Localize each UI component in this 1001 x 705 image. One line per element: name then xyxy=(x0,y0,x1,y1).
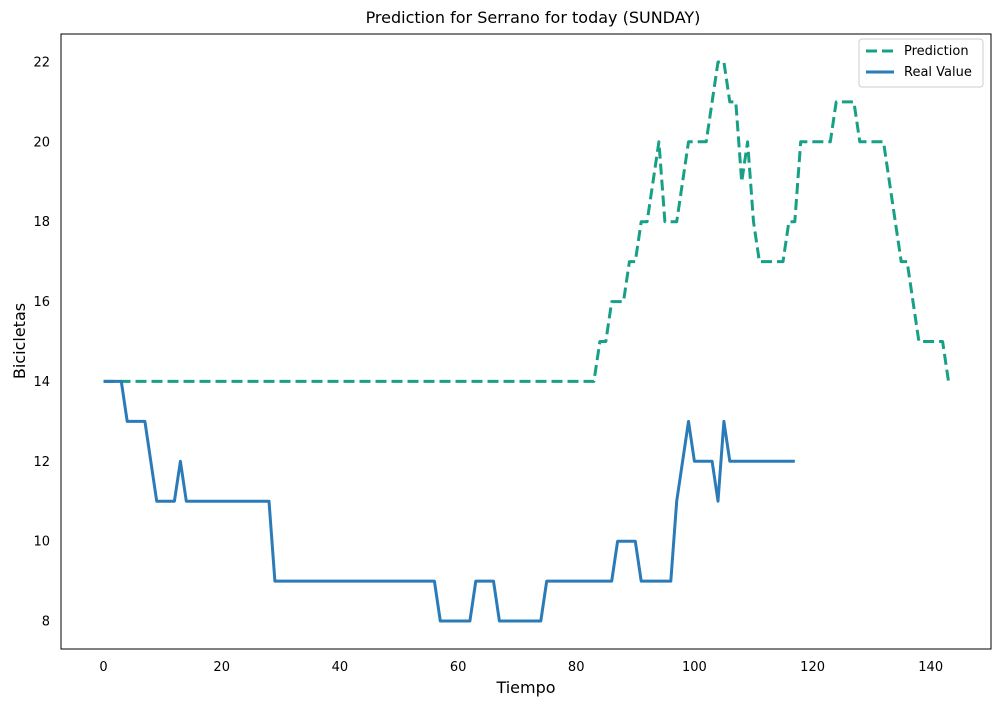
y-tick-label: 12 xyxy=(33,455,50,470)
x-tick-label: 80 xyxy=(568,660,585,675)
x-tick-label: 100 xyxy=(682,660,707,675)
series-line-real-value xyxy=(103,379,795,623)
legend-label-real-value: Real Value xyxy=(904,65,972,80)
x-axis-label: Tiempo xyxy=(495,678,555,697)
y-tick-label: 10 xyxy=(33,535,50,550)
plot-frame xyxy=(60,33,992,650)
y-tick-label: 20 xyxy=(33,135,50,150)
x-axis-ticks: 0 20 40 60 80 100 120 140 xyxy=(99,660,943,675)
chart-title: Prediction for Serrano for today (SUNDAY… xyxy=(366,8,701,27)
y-tick-label: 22 xyxy=(33,56,50,71)
series-lines xyxy=(103,60,950,623)
x-tick-label: 60 xyxy=(450,660,467,675)
x-tick-label: 20 xyxy=(213,660,230,675)
legend-label-prediction: Prediction xyxy=(904,44,969,59)
series-line-prediction xyxy=(103,60,950,383)
y-tick-label: 14 xyxy=(33,375,50,390)
x-tick-label: 120 xyxy=(800,660,825,675)
x-tick-label: 0 xyxy=(99,660,107,675)
y-tick-label: 16 xyxy=(33,295,50,310)
legend: Prediction Real Value xyxy=(858,38,984,88)
x-tick-label: 40 xyxy=(332,660,349,675)
y-tick-label: 18 xyxy=(33,215,50,230)
y-tick-label: 8 xyxy=(42,615,50,630)
y-axis-label: Bicicletas xyxy=(10,303,29,379)
y-axis-ticks: 8 10 12 14 16 18 20 22 xyxy=(33,56,50,630)
x-tick-label: 140 xyxy=(918,660,943,675)
